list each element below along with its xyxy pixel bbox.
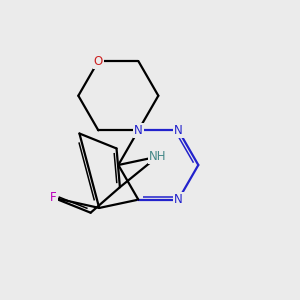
Text: N: N bbox=[174, 124, 183, 137]
Text: NH: NH bbox=[149, 150, 166, 163]
Text: N: N bbox=[134, 124, 143, 137]
Text: N: N bbox=[174, 193, 183, 206]
Text: F: F bbox=[50, 191, 57, 204]
Text: O: O bbox=[94, 55, 103, 68]
